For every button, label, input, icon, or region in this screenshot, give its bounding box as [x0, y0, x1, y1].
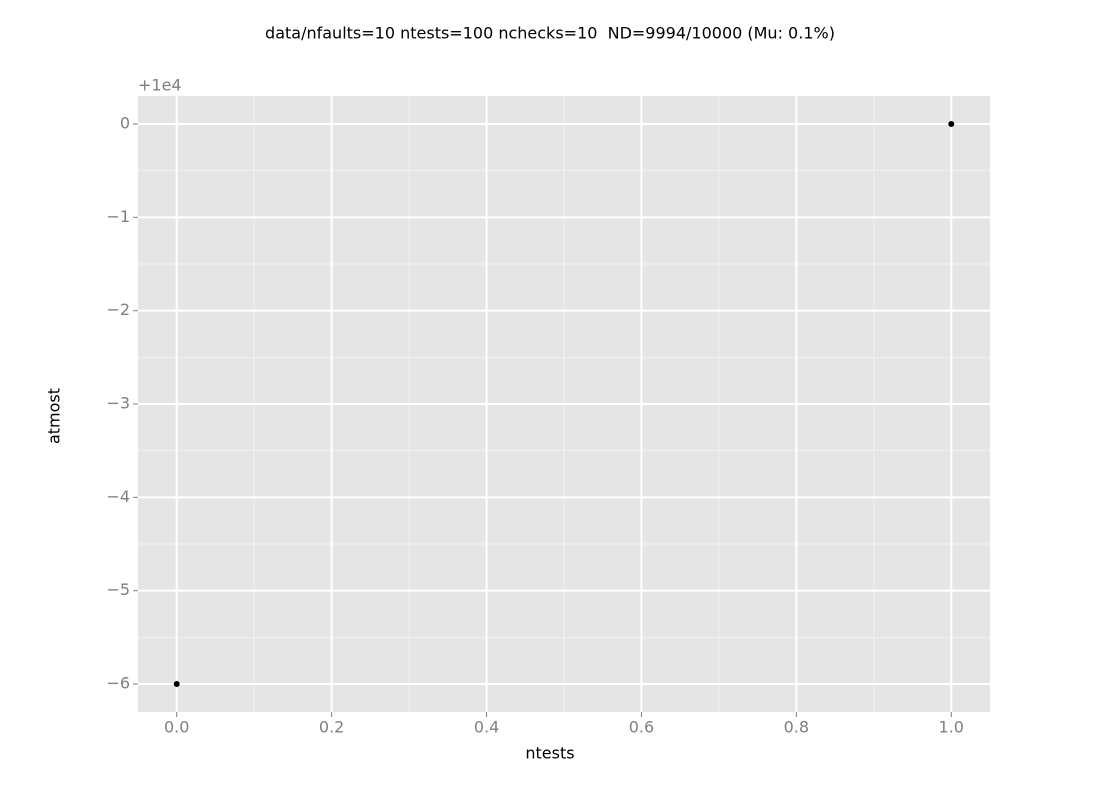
- y-tick-label: −4: [106, 487, 130, 506]
- x-axis-label: ntests: [525, 744, 574, 763]
- x-tick-label: 0.6: [629, 718, 654, 737]
- x-tick-label: 0.4: [474, 718, 499, 737]
- point: [948, 121, 955, 127]
- x-tick-label: 1.0: [939, 718, 964, 737]
- point: [173, 681, 180, 687]
- x-tick-label: 0.0: [164, 718, 189, 737]
- y-axis-label: atmost: [45, 388, 64, 444]
- y-tick-label: −2: [106, 300, 130, 319]
- y-tick-label: −1: [106, 207, 130, 226]
- y-tick-label: −5: [106, 580, 130, 599]
- y-tick-label: −3: [106, 394, 130, 413]
- y-offset-label: +1e4: [138, 76, 182, 95]
- x-tick-label: 0.8: [784, 718, 809, 737]
- chart-title: data/nfaults=10 ntests=100 nchecks=10 ND…: [265, 24, 835, 43]
- y-tick-label: 0: [120, 114, 130, 133]
- x-tick-label: 0.2: [319, 718, 344, 737]
- y-tick-label: −6: [106, 674, 130, 693]
